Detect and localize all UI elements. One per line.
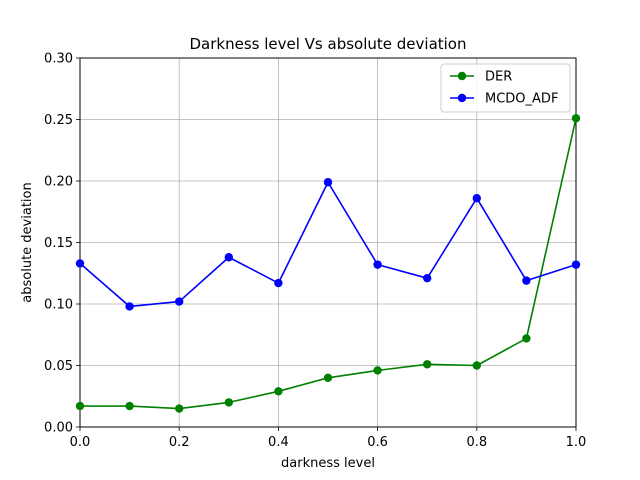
y-tick-label: 0.10	[44, 298, 73, 313]
x-tick-label: 0.0	[70, 435, 91, 450]
series-mcdo-adf	[75, 178, 581, 311]
y-axis-title: absolute deviation	[20, 182, 35, 302]
legend-item: MCDO_ADF	[450, 92, 558, 107]
y-tick-label: 0.20	[44, 175, 73, 190]
data-point	[125, 302, 134, 311]
data-point	[75, 259, 85, 268]
series-line	[79, 181, 577, 308]
data-point	[224, 398, 233, 407]
x-tick-label: 0.4	[268, 435, 289, 450]
data-point	[571, 260, 581, 269]
data-point	[472, 194, 481, 203]
data-point	[224, 253, 233, 262]
x-tick-label: 0.6	[367, 435, 388, 450]
legend: DER MCDO_ADF	[440, 63, 571, 113]
legend-marker	[457, 93, 467, 103]
series-line	[80, 118, 577, 410]
data-point	[373, 366, 382, 375]
data-point	[323, 373, 333, 382]
data-point	[125, 401, 134, 411]
legend-label: MCDO_ADF	[485, 92, 558, 107]
y-tick-label: 0.30	[44, 52, 73, 67]
data-point	[175, 297, 184, 306]
data-point	[423, 360, 432, 369]
series-der	[75, 114, 581, 413]
data-point	[571, 114, 581, 123]
x-tick-label: 1.0	[566, 435, 587, 450]
data-point	[75, 401, 85, 411]
data-point	[373, 260, 382, 269]
series-layer	[75, 114, 581, 413]
y-tick-label: 0.15	[44, 236, 73, 251]
data-point	[522, 334, 531, 343]
data-point	[274, 278, 283, 288]
x-axis-title: darkness level	[281, 456, 375, 471]
legend-marker	[457, 71, 467, 81]
chart-title: Darkness level Vs absolute deviation	[190, 35, 467, 53]
y-tick-label: 0.05	[44, 359, 73, 374]
data-point	[423, 273, 432, 283]
x-tick-label: 0.8	[466, 435, 487, 450]
y-tick-label: 0.00	[44, 421, 73, 436]
data-point	[274, 387, 283, 396]
axis-ticks: 0.0 0.2 0.4 0.6 0.8 1.0 0.00 0.05 0.10 0.15 0.20 0.…	[44, 52, 586, 451]
legend-label: DER	[485, 70, 512, 85]
grid-lines	[79, 57, 577, 428]
data-point	[522, 276, 531, 285]
data-point	[472, 361, 481, 370]
y-tick-label: 0.25	[44, 113, 73, 128]
x-tick-label: 0.2	[169, 435, 190, 450]
legend-item: DER	[450, 70, 512, 85]
data-point	[175, 404, 184, 413]
data-point	[323, 178, 333, 187]
